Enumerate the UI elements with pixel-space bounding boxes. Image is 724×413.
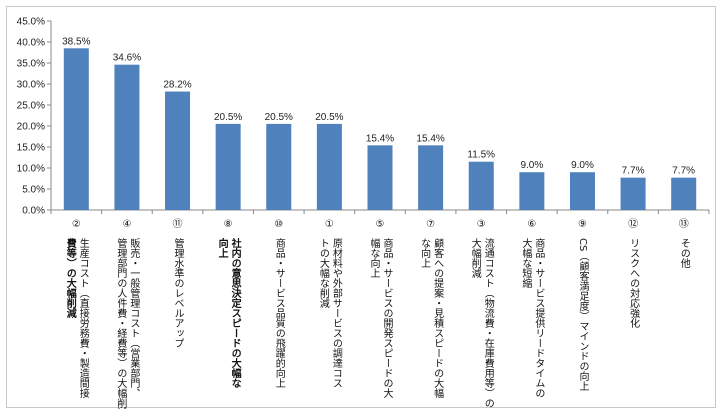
- data-label: 28.2%: [163, 80, 191, 91]
- y-tick-label: 0.0%: [22, 206, 45, 217]
- category-label: 大幅削減: [469, 237, 481, 279]
- bar: [671, 177, 697, 210]
- bar: [215, 123, 241, 210]
- data-label: 9.0%: [520, 160, 543, 171]
- y-tick-label: 45.0%: [17, 17, 45, 28]
- category-number: ⑪: [173, 218, 183, 230]
- category-label: 管理水準のレベルアップ: [172, 237, 184, 348]
- data-label: 38.5%: [62, 36, 90, 47]
- data-label: 20.5%: [214, 112, 242, 123]
- category-number: ⑦: [426, 219, 435, 230]
- data-label: 20.5%: [315, 112, 343, 123]
- bar: [114, 64, 140, 211]
- category-label: その他: [678, 238, 690, 269]
- y-tick-label: 20.0%: [17, 122, 45, 133]
- y-tick-label: 30.0%: [17, 80, 45, 91]
- category-label: 大幅な短縮: [520, 237, 532, 289]
- y-tick-label: 25.0%: [17, 101, 45, 112]
- chart-frame: 0.0% 5.0% 10.0% 15.0% 20.0% 25.0% 30.0% 35.0% 40…: [6, 6, 716, 409]
- category-number: ⑤: [376, 219, 385, 230]
- bar: [316, 123, 342, 210]
- category-number: ⑫: [628, 218, 638, 230]
- category-number: ②: [72, 219, 81, 230]
- category-number: ①: [325, 219, 334, 230]
- category-label: 幅な向上: [368, 237, 380, 278]
- category-number: ⑥: [527, 219, 536, 230]
- category-number: ⑧: [224, 219, 233, 230]
- category-number: ④: [122, 219, 131, 230]
- data-label: 7.7%: [672, 166, 695, 177]
- bar: [165, 91, 191, 210]
- category-label: 費等）の大幅削減: [64, 237, 77, 319]
- category-label: な向上: [419, 238, 431, 268]
- category-number: ⑨: [578, 219, 587, 230]
- bar: [468, 161, 494, 210]
- data-label: 11.5%: [467, 150, 495, 161]
- data-label: 9.0%: [571, 160, 594, 171]
- category-label: 社内の意思決定スピードの大幅な: [229, 237, 242, 388]
- y-tick-label: 15.0%: [17, 143, 45, 154]
- data-label: 15.4%: [366, 133, 394, 144]
- category-label: 向上: [216, 237, 228, 258]
- category-label: CS（顧客満足度）マインドの向上: [577, 238, 589, 391]
- category-label: 商品・サービス品質の飛躍的向上: [273, 237, 285, 388]
- category-number: ③: [477, 219, 486, 230]
- y-tick-label: 5.0%: [22, 185, 45, 196]
- y-tick-label: 10.0%: [17, 164, 45, 175]
- category-label: 商品・サービス提供リードタイムの: [533, 237, 545, 398]
- category-label: リスクへの対応強化: [628, 238, 640, 328]
- y-tick-label: 35.0%: [17, 59, 45, 70]
- data-label: 34.6%: [113, 53, 141, 64]
- bar: [63, 48, 89, 210]
- category-number: ⑬: [679, 218, 689, 230]
- bar: [266, 123, 292, 210]
- category-label: 顧客への提案・見積スピードの大幅: [432, 237, 444, 399]
- bar: [620, 177, 646, 210]
- bar: [519, 172, 545, 210]
- data-label: 20.5%: [265, 112, 293, 123]
- data-label: 15.4%: [416, 133, 444, 144]
- category-label: 原材料や外部サービスの調達コス: [330, 238, 342, 388]
- category-label: 管理部門の人件費・経費等）の大幅削減: [115, 237, 127, 409]
- category-number: ⑩: [274, 219, 283, 230]
- category-label: 商品・サービスの開発スピードの大: [381, 237, 393, 399]
- data-label: 7.7%: [622, 166, 645, 177]
- category-label: トの大幅な削減: [317, 238, 329, 309]
- category-label: 販売・一般管理コスト（営業部門、: [128, 238, 140, 398]
- bar: [367, 145, 393, 210]
- y-tick-label: 40.0%: [17, 38, 45, 49]
- bar-chart: 0.0% 5.0% 10.0% 15.0% 20.0% 25.0% 30.0% 35.0% 40…: [17, 17, 710, 409]
- category-label: 生産コスト（直接労務費・製造間接: [77, 237, 89, 399]
- bar: [418, 145, 444, 210]
- category-label: 流通コスト（物流費・在庫費用等）の: [482, 237, 494, 408]
- bar: [569, 172, 595, 210]
